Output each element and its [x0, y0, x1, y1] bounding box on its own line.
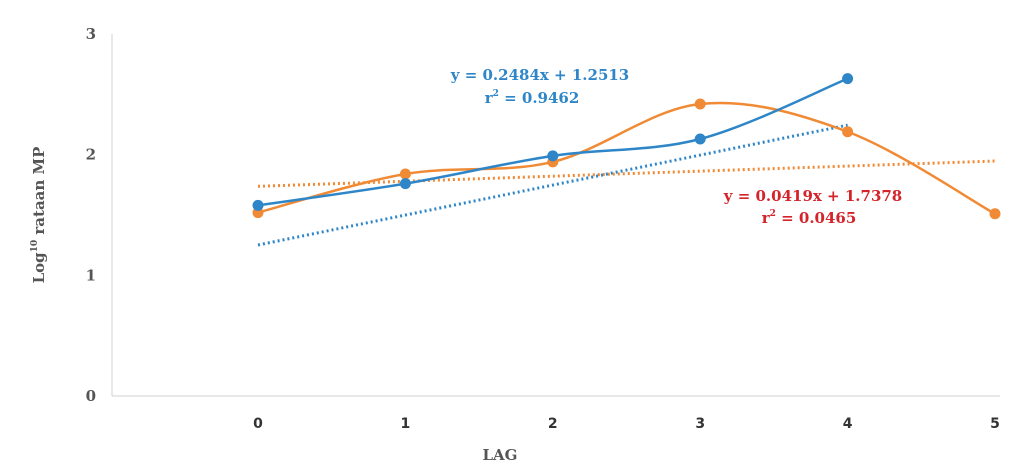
- r2-blue-base: r: [485, 89, 494, 107]
- axes: [111, 34, 1000, 397]
- r2-blue-sup: 2: [493, 89, 499, 99]
- equation-orange-line: y = 0.0419x + 1.7378: [723, 187, 903, 205]
- series-points: [252, 73, 1001, 220]
- trendline-blue: [257, 123, 848, 247]
- y-tick-label: 3: [86, 25, 96, 43]
- data-point-blue: [252, 199, 264, 211]
- data-point-blue: [399, 178, 411, 190]
- r2-blue: r2 = 0.9462: [485, 89, 580, 107]
- y-axis-title-base: Log: [30, 252, 48, 284]
- series-line-orange: [257, 101, 996, 215]
- y-tick-label: 1: [86, 266, 96, 284]
- x-tick-label: 1: [401, 416, 411, 432]
- x-tick-label: 4: [843, 416, 853, 432]
- data-point-blue: [842, 73, 854, 85]
- r2-orange-sup: 2: [770, 209, 776, 219]
- y-axis-title-rest: rataan MP: [30, 147, 48, 240]
- y-tick-labels: 0 1 2 3: [86, 25, 96, 405]
- r2-orange: r2 = 0.0465: [762, 209, 857, 227]
- y-axis-title-sup: 10: [30, 240, 40, 253]
- data-point-orange: [694, 98, 706, 110]
- x-tick-label: 0: [253, 416, 263, 432]
- x-tick-label: 5: [990, 416, 1000, 432]
- r2-blue-rest: = 0.9462: [499, 89, 579, 107]
- data-point-orange: [399, 168, 411, 180]
- y-tick-label: 0: [86, 387, 96, 405]
- x-tick-label: 2: [548, 416, 558, 432]
- data-point-orange: [989, 208, 1001, 220]
- data-point-blue: [547, 150, 559, 162]
- equation-orange: y = 0.0419x + 1.7378 r2 = 0.0465: [723, 187, 903, 227]
- data-point-orange: [842, 126, 854, 138]
- trendlines: [257, 123, 996, 247]
- y-tick-label: 2: [86, 146, 96, 164]
- x-axis-title: LAG: [483, 446, 518, 464]
- x-tick-labels: 0 1 2 3 4 5: [253, 416, 1000, 432]
- r2-orange-base: r: [762, 209, 771, 227]
- equation-blue-line: y = 0.2484x + 1.2513: [450, 66, 630, 84]
- r2-orange-rest: = 0.0465: [776, 209, 856, 227]
- equation-blue: y = 0.2484x + 1.2513 r2 = 0.9462: [450, 66, 630, 107]
- y-axis-title: Log10 rataan MP: [30, 147, 48, 284]
- data-point-blue: [694, 133, 706, 145]
- x-tick-label: 3: [695, 416, 705, 432]
